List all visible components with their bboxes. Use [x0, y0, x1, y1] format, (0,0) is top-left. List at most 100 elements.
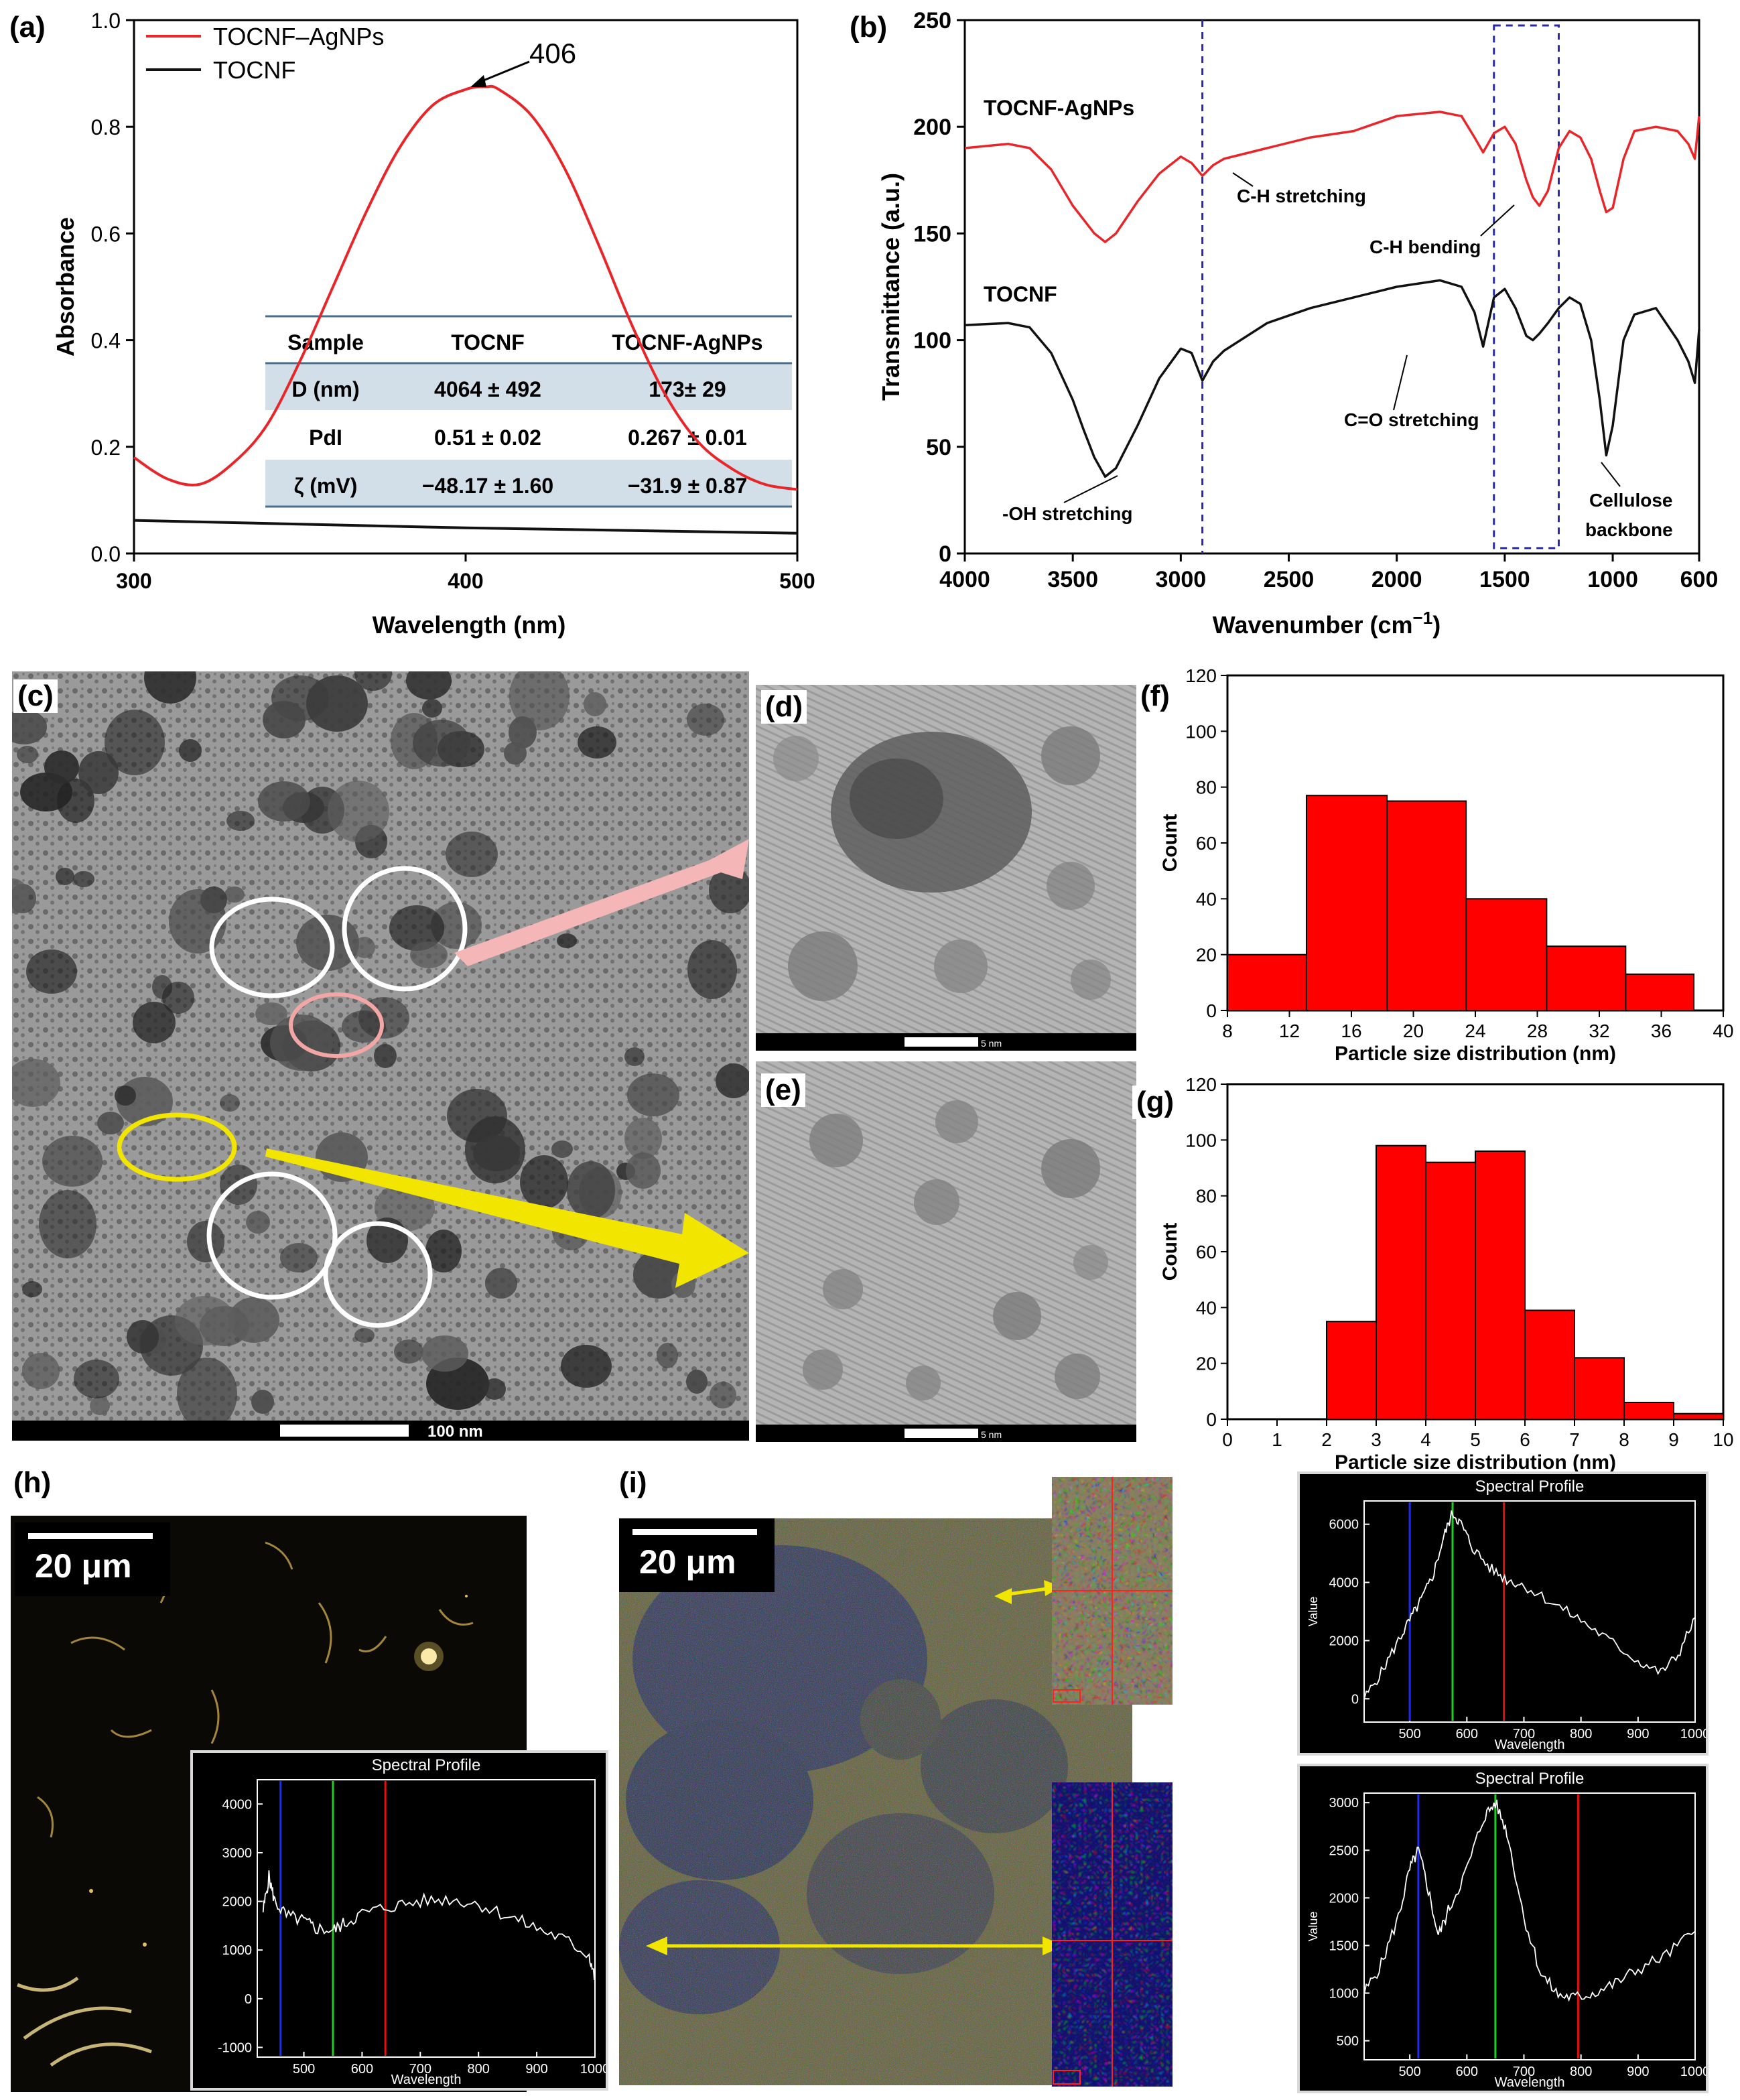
tem-particle: [22, 1281, 42, 1297]
spectral-line: [1363, 1510, 1696, 1700]
spectral-xlabel: Wavelength: [1495, 2075, 1565, 2090]
histogram-bar: [1386, 800, 1467, 1011]
hist-xtick-label: 9: [1668, 1429, 1679, 1450]
spectral-line: [262, 1870, 596, 1981]
table-cell: PdI: [309, 425, 342, 450]
tem-particle: [687, 704, 724, 736]
tem-particle: [394, 1339, 423, 1364]
spectral-ytick-label: 2500: [1329, 1843, 1359, 1858]
histogram-bar: [1574, 1357, 1625, 1421]
spectral-xtick-label: 800: [468, 2062, 490, 2077]
histogram-bar: [1465, 898, 1548, 1012]
spectral-ytick-label: 2000: [222, 1895, 253, 1910]
tem-particle: [255, 1002, 287, 1025]
ftir-xtick-label: 3000: [1156, 567, 1207, 592]
hist-xtick-label: 7: [1569, 1429, 1580, 1450]
annot-oh-stretching: -OH stretching: [1002, 503, 1132, 524]
table-cell: 173± 29: [649, 377, 726, 401]
hist-xtick-label: 16: [1341, 1021, 1361, 1041]
yellow-arrow: [265, 1149, 749, 1288]
hist-xtick-label: 6: [1520, 1429, 1530, 1450]
spectral-line: [1363, 1799, 1696, 2002]
spectral-xtick-label: 500: [293, 2062, 315, 2077]
ftir-ytick-label: 0: [939, 541, 951, 567]
uvvis-chart: 0.0 0.2 0.4 0.6 0.8 1.0 300 400 500 Wavelength …: [52, 9, 815, 639]
tem-particle: [425, 1230, 462, 1272]
uvvis-xlabel: Wavelength (nm): [373, 611, 566, 639]
tem-particle: [431, 902, 482, 949]
ftir-xtick-label: 2000: [1371, 567, 1422, 592]
tem-particle: [446, 832, 498, 877]
hist-ytick-label: 0: [1206, 1000, 1217, 1021]
hist-xtick-label: 28: [1527, 1021, 1548, 1041]
hist-xtick-label: 3: [1371, 1429, 1382, 1450]
annot-backbone: backbone: [1585, 519, 1673, 540]
ftir-xlabel: Wavenumber (cm−1): [1213, 608, 1441, 639]
tem-particle: [44, 750, 79, 784]
spectral-ytick-label: 6000: [1329, 1518, 1359, 1532]
table-cell: 0.51 ± 0.02: [434, 425, 541, 450]
spectral-xtick-label: 600: [351, 2062, 373, 2077]
legend-label-tocnf: TOCNF: [213, 56, 295, 84]
table-cell: ζ (mV): [294, 474, 358, 498]
tem-scalebar: [280, 1425, 409, 1437]
histogram-bar: [1524, 1309, 1575, 1420]
ftir-xtick-label: 1000: [1587, 567, 1638, 592]
highlight-circle: [209, 897, 335, 998]
ftir-ytick-label: 250: [913, 8, 951, 34]
hist-xtick-label: 2: [1321, 1429, 1332, 1450]
tem-particle: [133, 1002, 176, 1043]
spectral-xtick-label: 700: [1513, 2064, 1535, 2079]
tem-particle: [187, 1221, 224, 1262]
annot-co-stretching: C=O stretching: [1344, 409, 1479, 430]
tem-particle: [687, 940, 737, 999]
spectral-ytick-label: 500: [1337, 2034, 1359, 2049]
spectral-frame: [1363, 1792, 1696, 2060]
spectral-title: Spectral Profile: [1475, 1770, 1585, 1788]
hist-xtick-label: 0: [1222, 1429, 1233, 1450]
pink-highlight-circle: [289, 992, 384, 1058]
annot-ch-bending: C-H bending: [1369, 237, 1481, 257]
tem-particle: [78, 751, 119, 794]
spectral-title: Spectral Profile: [1475, 1478, 1585, 1496]
tem-overview-image: 100 nm: [12, 671, 749, 1441]
hist-ytick-label: 40: [1196, 1297, 1217, 1318]
tem-particle: [144, 671, 196, 704]
tem-particle: [413, 720, 470, 767]
histogram-bar: [1673, 1413, 1724, 1420]
hist-ytick-label: 80: [1196, 1186, 1217, 1207]
ftir-chart: 0 50 100 150 200 250 4000 3500 3000 2500 2000 1500…: [877, 8, 1718, 639]
uvvis-xtick-label: 300: [116, 569, 151, 593]
tem-particle: [56, 868, 74, 885]
hist-xtick-label: 10: [1713, 1429, 1733, 1450]
tem-particle: [354, 671, 392, 691]
spectral-ytick-label: 2000: [1329, 1891, 1359, 1906]
tem-particle: [12, 1059, 60, 1107]
spectral-title: Spectral Profile: [372, 1756, 481, 1774]
tem-particle: [686, 1370, 708, 1394]
spectral-xtick-label: 800: [1570, 1727, 1592, 1742]
spectral-xtick-label: 1000: [1680, 1727, 1706, 1742]
hist-xtick-label: 24: [1465, 1021, 1485, 1041]
scale-label-h: 20 μm: [35, 1547, 132, 1585]
spectral-ytick-label: 1000: [222, 1943, 253, 1958]
tem-particle: [115, 1086, 136, 1106]
panel-label-i: (i): [615, 1466, 651, 1500]
hist-ytick-label: 120: [1185, 665, 1217, 686]
table-row-shade-1: [265, 363, 792, 410]
tem-particle: [22, 1353, 60, 1389]
hist-xtick-label: 8: [1222, 1021, 1233, 1041]
peak-arrowhead: [470, 75, 486, 87]
tem-particle: [567, 1161, 615, 1219]
spectral-ytick-label: 1000: [1329, 1987, 1359, 2001]
tem-particle: [306, 675, 368, 732]
tem-particle: [465, 1116, 525, 1183]
table-cell: D (nm): [291, 377, 359, 401]
histogram-bar: [1376, 1144, 1426, 1421]
tem-particle: [509, 671, 570, 730]
tem-particle: [561, 1345, 612, 1388]
tem-particle: [90, 1396, 110, 1415]
panel-label-e: (e): [761, 1073, 805, 1107]
histogram-bar: [1425, 1161, 1476, 1421]
highlight-circle: [342, 866, 468, 992]
